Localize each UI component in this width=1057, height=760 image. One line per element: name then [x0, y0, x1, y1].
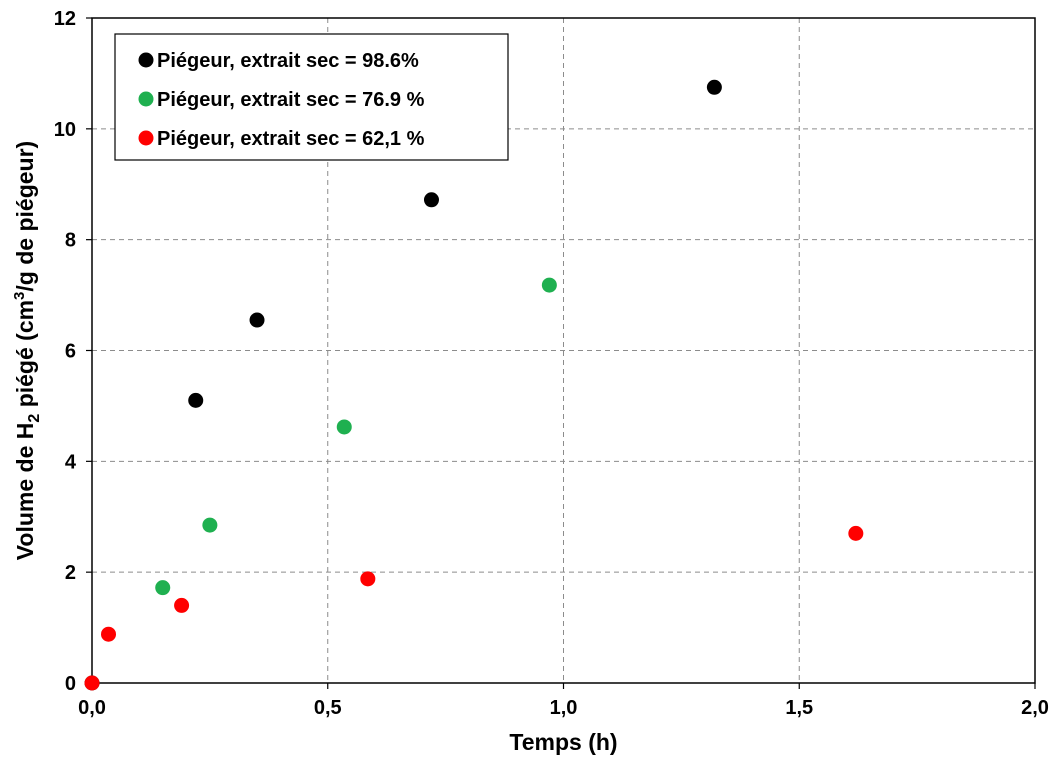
y-tick-label: 0: [65, 673, 76, 695]
data-point-series-1: [423, 192, 439, 208]
data-point-series-2: [541, 277, 557, 293]
y-axis-ticks: 0 2 4 6 8 10 12: [54, 8, 92, 695]
legend-label: Piégeur, extrait sec = 76.9 %: [157, 89, 425, 111]
legend-label: Piégeur, extrait sec = 62,1 %: [157, 128, 425, 150]
data-point-series-3: [848, 525, 864, 541]
legend-marker: [138, 91, 154, 107]
data-point-series-1: [706, 79, 722, 95]
y-axis-title-subscript: 2: [26, 414, 43, 423]
data-point-series-3: [360, 571, 376, 587]
y-tick-label: 8: [65, 230, 76, 252]
legend-marker: [138, 52, 154, 68]
y-axis-title-prefix: Volume de H: [12, 423, 38, 561]
x-tick-label: 0,5: [314, 697, 342, 719]
data-points: [84, 79, 864, 691]
data-point-series-3: [84, 675, 100, 691]
y-axis-title-superscript: 3: [11, 292, 28, 300]
y-tick-label: 2: [65, 562, 76, 584]
y-tick-label: 6: [65, 341, 76, 363]
y-tick-label: 12: [54, 8, 76, 30]
legend-marker: [138, 130, 154, 146]
x-axis-title: Temps (h): [509, 729, 617, 755]
y-axis-title-middle: piégé (cm: [12, 300, 38, 414]
x-tick-label: 0,0: [78, 697, 106, 719]
y-tick-label: 10: [54, 119, 76, 141]
data-point-series-2: [336, 419, 352, 435]
x-axis-ticks: 0,0 0,5 1,0 1,5 2,0: [78, 683, 1049, 719]
data-point-series-1: [249, 312, 265, 328]
y-axis-title: Volume de H2 piégé (cm3/g de piégeur): [11, 141, 43, 560]
data-point-series-2: [155, 580, 171, 596]
x-tick-label: 2,0: [1021, 697, 1049, 719]
legend-box: [114, 33, 509, 161]
data-point-series-2: [202, 517, 218, 533]
legend: Piégeur, extrait sec = 98.6% Piégeur, ext…: [114, 33, 509, 161]
legend-label: Piégeur, extrait sec = 98.6%: [157, 50, 419, 72]
x-tick-label: 1,0: [550, 697, 578, 719]
y-tick-label: 4: [65, 451, 77, 473]
x-tick-label: 1,5: [785, 697, 813, 719]
data-point-series-1: [188, 392, 204, 408]
data-point-series-3: [174, 597, 190, 613]
data-point-series-3: [101, 626, 117, 642]
y-axis-title-suffix: /g de piégeur): [12, 141, 38, 292]
